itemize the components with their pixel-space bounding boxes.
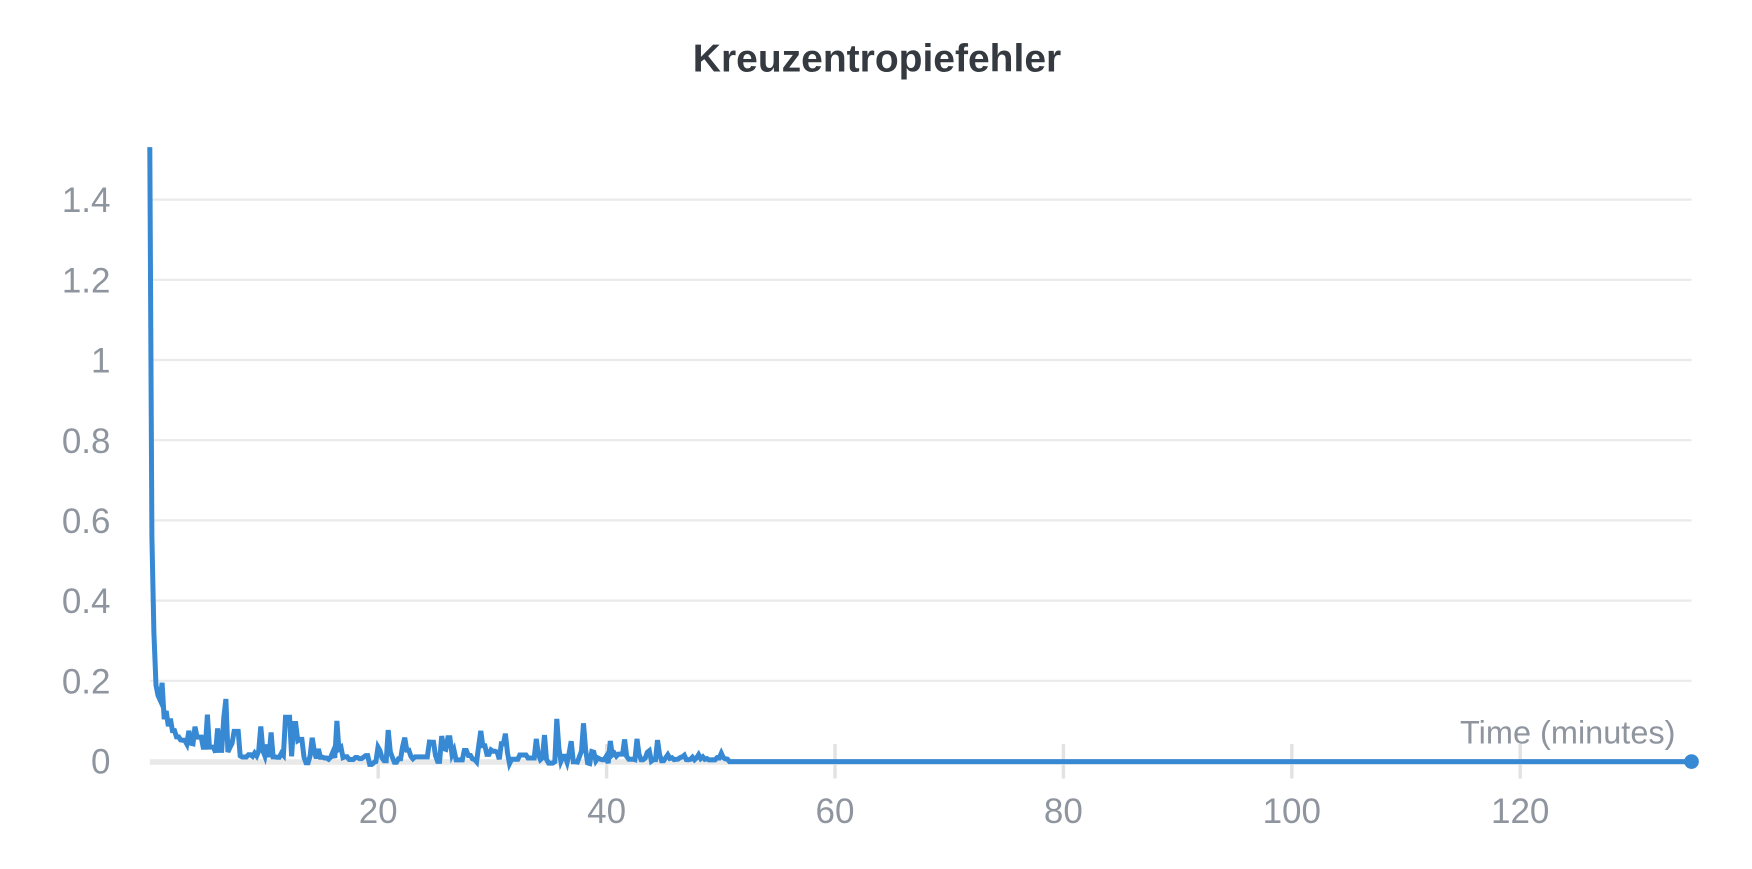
svg-text:Kreuzentropiefehler: Kreuzentropiefehler (693, 38, 1061, 81)
svg-text:0.6: 0.6 (62, 502, 111, 541)
svg-text:20: 20 (359, 792, 398, 831)
svg-text:0.4: 0.4 (62, 582, 111, 621)
svg-text:0: 0 (91, 743, 110, 782)
svg-text:80: 80 (1044, 792, 1083, 831)
svg-text:1.4: 1.4 (62, 181, 111, 220)
svg-text:60: 60 (816, 792, 855, 831)
svg-text:1.2: 1.2 (62, 261, 111, 300)
svg-text:40: 40 (587, 792, 626, 831)
svg-text:1: 1 (91, 342, 110, 381)
svg-text:0.8: 0.8 (62, 422, 111, 461)
svg-text:Time (minutes): Time (minutes) (1460, 715, 1676, 751)
svg-text:120: 120 (1491, 792, 1549, 831)
svg-text:0.2: 0.2 (62, 662, 111, 701)
svg-text:100: 100 (1263, 792, 1321, 831)
